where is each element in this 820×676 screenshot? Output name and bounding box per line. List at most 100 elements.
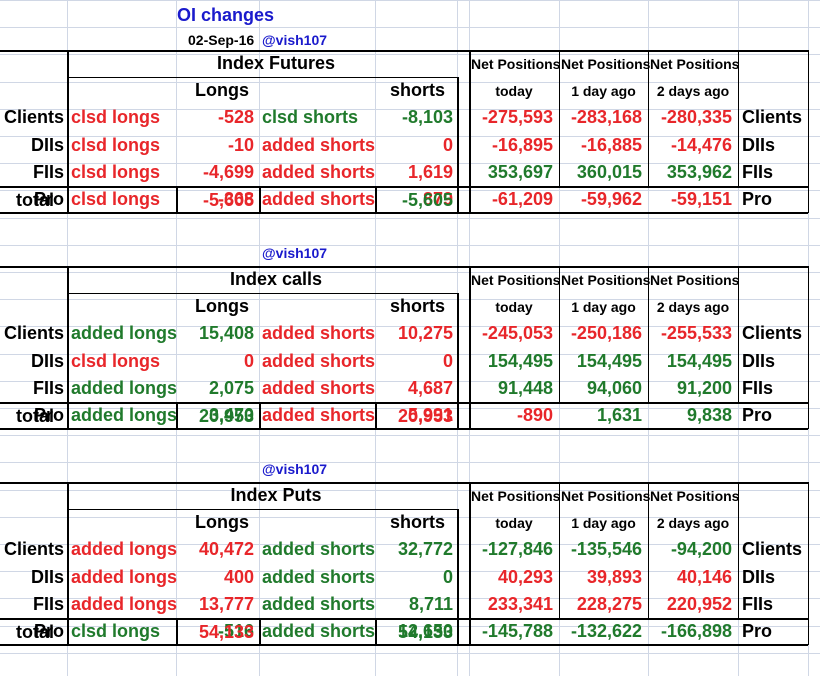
net-position-value: 40,293: [497, 567, 553, 587]
long-action-label: added longs: [71, 323, 178, 343]
grid-row-line: [0, 326, 820, 327]
net-position-value: 233,341: [487, 594, 553, 614]
net-position-value: -166,898: [660, 621, 732, 641]
long-action-label: clsd longs: [71, 351, 161, 371]
section-bottom-border: [0, 428, 469, 430]
total-shorts: -5,605: [401, 190, 453, 210]
net-positions-header: Net Positions: [650, 56, 740, 72]
category-label-right: DIIs: [742, 351, 776, 371]
net-col-border: [559, 266, 560, 402]
total-divider: [176, 186, 178, 214]
total-longs: 20,953: [198, 406, 254, 426]
total-longs: -5,605: [202, 190, 254, 210]
net-positions-header: Net Positions: [471, 56, 561, 72]
short-action-label: added shorts: [262, 539, 376, 559]
net-total-border: [469, 618, 808, 620]
long-action-label: added longs: [71, 378, 178, 398]
total-label: total: [16, 622, 54, 642]
short-action-label: added shorts: [262, 621, 376, 641]
net-position-value: 154,495: [576, 351, 642, 371]
category-label: Clients: [3, 107, 64, 127]
short-action-label: added shorts: [262, 135, 376, 155]
section-top-border: [0, 266, 469, 268]
longs-header: Longs: [195, 296, 249, 316]
grid-row-line: [0, 517, 820, 518]
total-top-border: [0, 186, 469, 188]
total-top-border: [0, 618, 469, 620]
grid-row-line: [0, 435, 820, 436]
long-action-label: added longs: [71, 539, 178, 559]
total-shorts: 54,133: [397, 622, 453, 642]
grid-row-line: [0, 571, 820, 572]
header-underline: [67, 509, 459, 510]
category-label: FIIs: [32, 378, 64, 398]
net-position-value: 40,146: [676, 567, 732, 587]
category-label: DIIs: [30, 351, 64, 371]
short-action-label: added shorts: [262, 323, 376, 343]
grid-row-line: [0, 626, 820, 627]
shorts-header: shorts: [390, 80, 446, 100]
net-position-value: 91,448: [497, 378, 553, 398]
longs-header: Longs: [195, 80, 249, 100]
short-value: 0: [442, 135, 453, 155]
short-value: 8,711: [408, 594, 453, 614]
shorts-col-border: [457, 509, 459, 645]
grid-row-line: [0, 109, 820, 110]
category-label-right: DIIs: [742, 567, 776, 587]
short-value: 12,650: [397, 621, 453, 641]
period-header: 2 days ago: [656, 299, 730, 315]
grid-col-line: [375, 0, 376, 676]
grid-row-line: [0, 163, 820, 164]
net-positions-header: Net Positions: [471, 272, 561, 288]
total-divider: [375, 618, 377, 646]
category-label-right: Clients: [742, 323, 803, 343]
category-label-right: Clients: [742, 107, 803, 127]
grid-row-line: [0, 190, 820, 191]
section-title: Index Puts: [230, 485, 322, 505]
total-divider: [259, 186, 261, 214]
net-position-value: 360,015: [576, 162, 642, 182]
short-action-label: added shorts: [262, 405, 376, 425]
net-positions-header: Net Positions: [650, 272, 740, 288]
net-position-value: -250,186: [570, 323, 642, 343]
short-action-label: added shorts: [262, 378, 376, 398]
net-left-border: [469, 266, 471, 430]
short-action-label: added shorts: [262, 567, 376, 587]
net-position-value: 94,060: [586, 378, 642, 398]
short-value: -8,103: [401, 107, 453, 127]
total-divider: [375, 186, 377, 214]
category-label: Pro: [33, 189, 64, 209]
category-label: Pro: [33, 405, 64, 425]
net-col-border: [559, 482, 560, 618]
net-right-border: [808, 266, 809, 430]
grid-row-line: [0, 490, 820, 491]
net-col-border: [648, 50, 649, 186]
short-value: 32,772: [397, 539, 453, 559]
short-value: 10,275: [397, 323, 453, 343]
short-action-label: added shorts: [262, 189, 376, 209]
net-top-border: [469, 482, 808, 484]
net-position-value: -16,885: [580, 135, 642, 155]
section-title: Index calls: [229, 269, 323, 289]
net-position-value: -275,593: [481, 107, 553, 127]
category-label: Pro: [33, 621, 64, 641]
category-label-right: FIIs: [742, 594, 774, 614]
section-top-border: [0, 50, 469, 52]
net-position-value: -255,533: [660, 323, 732, 343]
net-right-border: [808, 50, 809, 214]
grid-row-line: [0, 27, 820, 28]
left-block-border: [67, 266, 69, 430]
total-divider: [176, 402, 178, 430]
grid-row-line: [0, 381, 820, 382]
grid-row-line: [0, 272, 820, 273]
long-action-label: clsd longs: [71, 107, 161, 127]
net-position-value: 91,200: [676, 378, 732, 398]
period-header: 1 day ago: [571, 515, 636, 531]
net-left-border: [469, 50, 471, 214]
short-value: 879: [422, 189, 453, 209]
net-left-border: [469, 482, 471, 646]
total-longs: 54,133: [198, 622, 254, 642]
net-position-value: -14,476: [670, 135, 732, 155]
net-positions-header: Net Positions: [561, 488, 651, 504]
total-shorts: 20,953: [397, 406, 453, 426]
